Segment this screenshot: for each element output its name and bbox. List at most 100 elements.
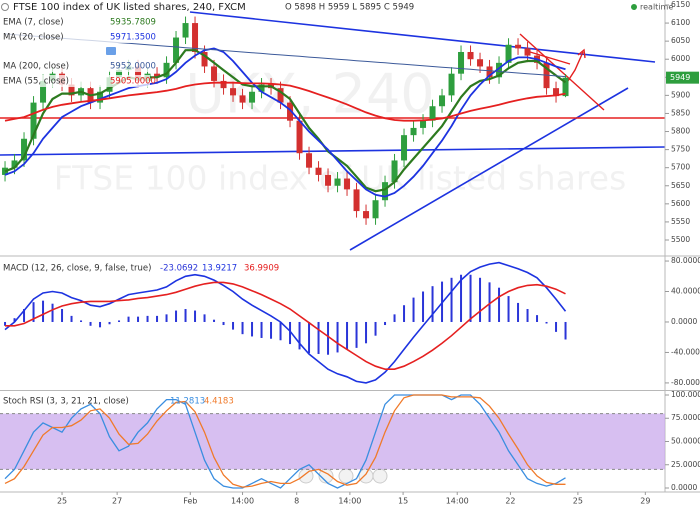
candle-body: [173, 37, 180, 63]
trend-line: [0, 146, 666, 156]
y-tick-label: 5750: [671, 145, 690, 154]
macd-line: [4, 261, 567, 384]
candle-body: [505, 44, 512, 63]
candle-body: [30, 102, 37, 139]
histogram-bar: [507, 296, 510, 322]
histogram-bar: [70, 315, 73, 322]
legend-value: -23.0692: [160, 264, 198, 274]
y-tick-label: -80.0000: [671, 378, 700, 387]
candle-body: [467, 51, 474, 60]
chart-title: FTSE 100 index of UK listed shares, 240,…: [13, 2, 246, 13]
nav-button[interactable]: [372, 468, 388, 484]
candle-body: [448, 73, 455, 96]
histogram-bar: [374, 321, 377, 336]
histogram-bar: [422, 291, 425, 322]
y-tick-label: 6150: [671, 0, 690, 9]
candle-body: [458, 51, 465, 74]
legend-icon: [106, 47, 116, 55]
histogram-bar: [137, 316, 140, 322]
candle-body: [553, 88, 560, 97]
indicator-line: [4, 81, 566, 122]
candle-body: [496, 62, 503, 78]
histogram-bar: [165, 314, 168, 322]
histogram-bar: [545, 321, 548, 324]
histogram-bar: [270, 321, 273, 339]
histogram-bar: [336, 321, 339, 353]
histogram-bar: [298, 321, 301, 350]
histogram-bar: [232, 321, 235, 330]
legend-bg: [0, 75, 150, 87]
status-dot: [631, 4, 637, 10]
symbol-icon: [1, 3, 9, 11]
histogram-bar: [479, 277, 482, 322]
y-tick-label: 25.0000: [671, 460, 700, 469]
candle-body: [410, 127, 417, 136]
histogram-bar: [289, 321, 292, 345]
y-tick-label: 6100: [671, 18, 690, 27]
candle-body: [429, 106, 436, 121]
histogram-bar: [564, 321, 567, 340]
candle-body: [306, 153, 313, 168]
candle-body: [391, 160, 398, 183]
signal-line: [5, 281, 566, 370]
x-tick-label: 14:00: [338, 497, 361, 506]
watermark: UKX, 240: [185, 63, 434, 126]
histogram-bar: [431, 286, 434, 322]
candle-body: [11, 160, 18, 168]
legend-value: 5971.3500: [110, 33, 156, 43]
candle-body: [239, 95, 246, 103]
legend-bg: [0, 60, 150, 72]
legend-name: MA (20, close): [3, 33, 64, 43]
histogram-bar: [526, 309, 529, 322]
candle-body: [163, 62, 170, 78]
histogram-bar: [4, 321, 7, 326]
candle-body: [439, 95, 446, 107]
legend-value: 13.9217: [202, 264, 237, 274]
histogram-bar: [555, 321, 558, 332]
candle-body: [515, 44, 522, 49]
histogram-bar: [42, 300, 45, 322]
indicator-line: [4, 49, 567, 193]
candle-body: [21, 138, 28, 161]
legend-value: 11.2813: [170, 397, 205, 407]
ohlc-values: O 5898 H 5959 L 5895 C 5949: [285, 3, 414, 13]
candle-body: [353, 189, 360, 212]
y-tick-label: 5800: [671, 127, 690, 136]
y-tick-label: 75.0000: [671, 413, 700, 422]
pane-title: MACD (12, 26, close, 9, false, true): [3, 264, 151, 274]
histogram-bar: [194, 310, 197, 322]
realtime-label: realtime: [640, 3, 673, 12]
candle-body: [334, 178, 341, 186]
watermark: FTSE 100 index of UK listed shares: [54, 159, 627, 198]
histogram-bar: [51, 303, 54, 322]
y-tick-label: 5650: [671, 181, 690, 190]
legend-bg: [0, 31, 150, 43]
histogram-bar: [517, 302, 520, 322]
candle-body: [201, 51, 208, 67]
x-tick-label: 25: [573, 497, 583, 506]
candle-body: [344, 178, 351, 190]
y-tick-label: 5850: [671, 108, 690, 117]
candle-body: [192, 23, 199, 52]
legend-name: EMA (7, close): [3, 18, 64, 28]
candle-body: [40, 80, 47, 103]
candle-body: [68, 84, 75, 96]
price-axis: [665, 0, 700, 509]
histogram-bar: [536, 315, 539, 322]
y-tick-label: 50.0000: [671, 437, 700, 446]
candle-body: [524, 48, 531, 56]
candle-body: [135, 66, 142, 81]
x-tick-label: 22: [505, 497, 515, 506]
histogram-bar: [412, 297, 415, 322]
arrow: [565, 51, 584, 85]
candle-body: [258, 84, 265, 92]
histogram-bar: [222, 321, 225, 326]
x-tick-label: Feb: [183, 497, 197, 506]
candle-body: [277, 88, 284, 103]
candle-body: [486, 66, 493, 78]
nav-buttons[interactable]: [298, 468, 388, 484]
candle-body: [401, 135, 408, 161]
histogram-bar: [469, 274, 472, 322]
candle-body: [249, 91, 256, 103]
